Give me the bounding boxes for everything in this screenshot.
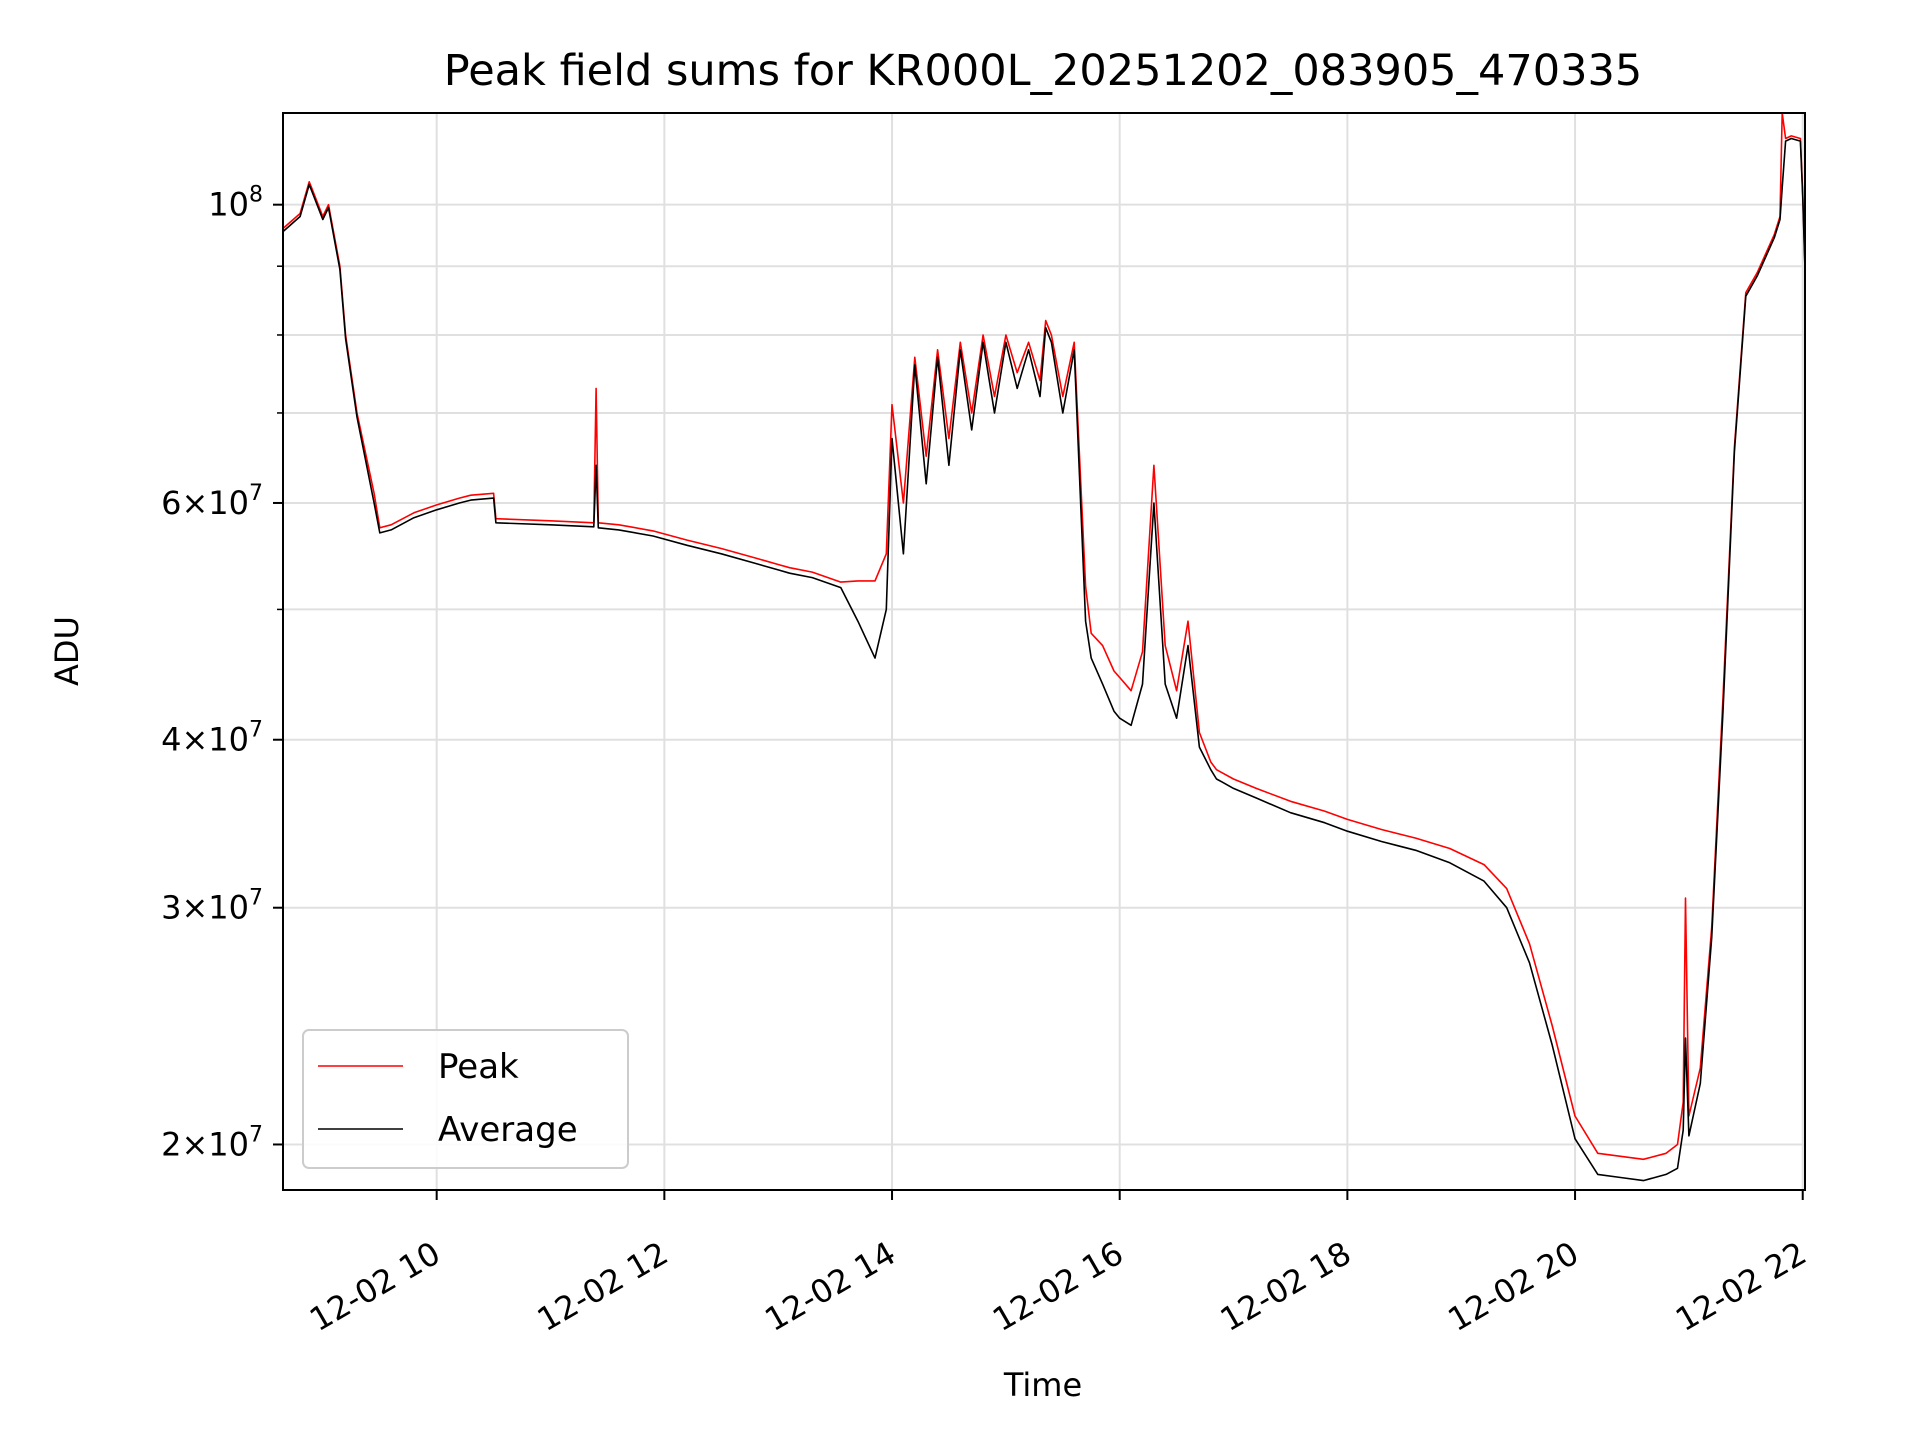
y-axis-label: ADU [48,616,86,686]
legend-label-peak: Peak [438,1047,519,1087]
x-axis-label: Time [1003,1366,1082,1404]
legend-label-average: Average [438,1110,578,1150]
series-line-average [283,137,1805,1182]
y-tick-label: 3×107 [161,886,263,927]
y-tick-label: 108 [208,183,263,224]
plot-frame [282,112,1806,1191]
legend-box [302,1029,629,1169]
y-tick-label: 2×107 [161,1122,263,1163]
y-tick-label: 6×107 [161,481,263,522]
legend: Peak Average [302,1029,629,1169]
y-tick-label: 4×107 [161,718,263,759]
series-layer [283,113,1805,1182]
chart-title: Peak field sums for KR000L_20251202_0839… [444,46,1642,96]
